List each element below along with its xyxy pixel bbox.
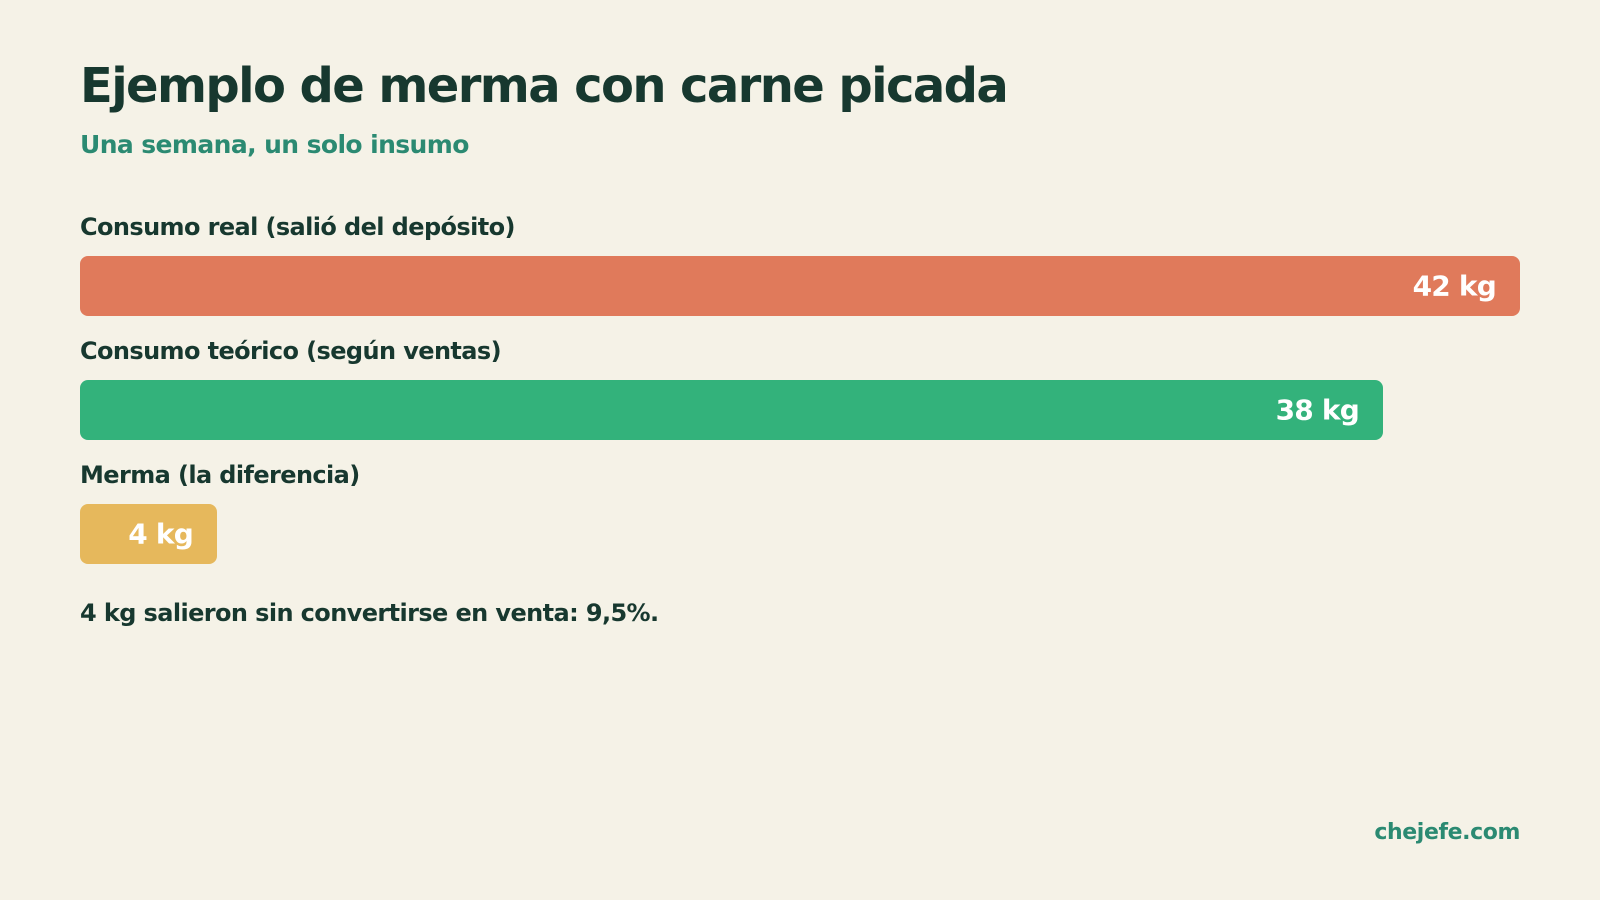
chart-title: Ejemplo de merma con carne picada [80,58,1009,114]
bar-label: Consumo real (salió del depósito) [80,213,515,241]
bar: 42 kg [80,256,1520,316]
chart-subtitle: Una semana, un solo insumo [80,130,469,159]
bar-row: Consumo real (salió del depósito) 42 kg [80,212,1520,322]
bar: 4 kg [80,504,217,564]
bar-label: Merma (la diferencia) [80,461,360,489]
bar: 38 kg [80,380,1383,440]
bar-value-label: 42 kg [1412,269,1497,303]
bar-label: Consumo teórico (según ventas) [80,337,502,365]
bar-value-label: 4 kg [128,517,193,551]
bar-value-label: 38 kg [1275,393,1360,427]
summary-note: 4 kg salieron sin convertirse en venta: … [80,599,659,627]
bar-row: Consumo teórico (según ventas) 38 kg [80,336,1520,446]
bar-row: Merma (la diferencia) 4 kg [80,460,1520,570]
site-url: chejefe.com [1374,820,1520,845]
